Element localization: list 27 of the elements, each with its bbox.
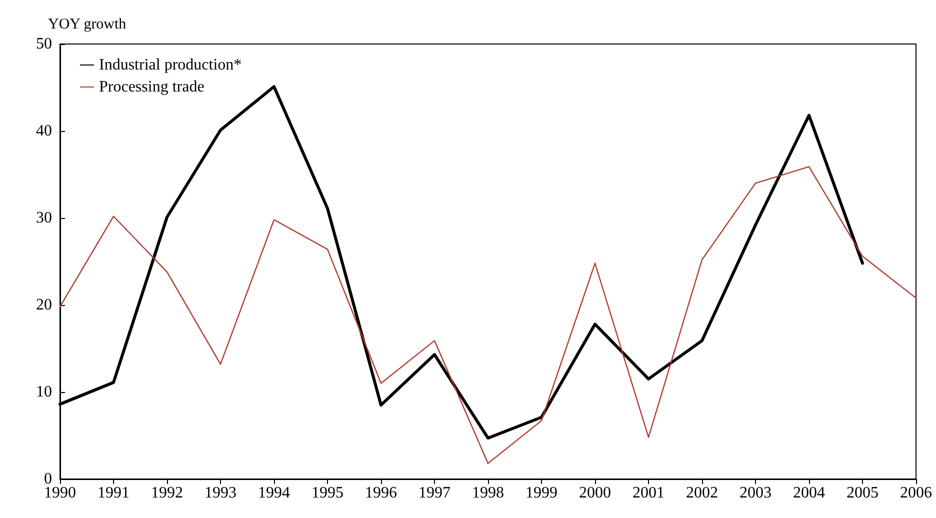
y-tick-label: 10 [36, 384, 52, 400]
x-tick-label: 1990 [44, 484, 76, 502]
x-tick-label: 1994 [258, 484, 290, 502]
x-tick-label: 1999 [526, 484, 558, 502]
x-tick-label: 1993 [204, 484, 236, 502]
x-tick-label: 2006 [900, 484, 932, 502]
x-tick-label: 2002 [686, 484, 718, 502]
x-tick-label: 1992 [151, 484, 183, 502]
y-tick-label: 40 [36, 122, 52, 140]
x-tick-label: 1998 [472, 484, 504, 502]
y-tick-label: 0 [44, 470, 52, 488]
x-tick-label: 2004 [793, 484, 825, 502]
x-tick-label: 1991 [98, 484, 130, 502]
x-tick-label: 1995 [312, 484, 344, 502]
y-axis-title: YOY growth [48, 16, 127, 32]
x-tick-label: 2003 [740, 484, 772, 502]
x-tick-label: 1997 [418, 484, 450, 502]
y-tick-label: 50 [36, 36, 52, 52]
x-tick-label: 2000 [579, 484, 611, 502]
y-tick-label: 30 [36, 210, 52, 226]
legend-label: Industrial production* [99, 56, 242, 74]
x-tick-label: 2005 [846, 484, 878, 502]
x-tick-label: 2001 [632, 484, 664, 502]
line-series [59, 166, 917, 464]
legend-label: Processing trade [99, 78, 204, 96]
y-tick-label: 20 [36, 296, 52, 314]
x-tick-label: 1996 [365, 484, 397, 502]
